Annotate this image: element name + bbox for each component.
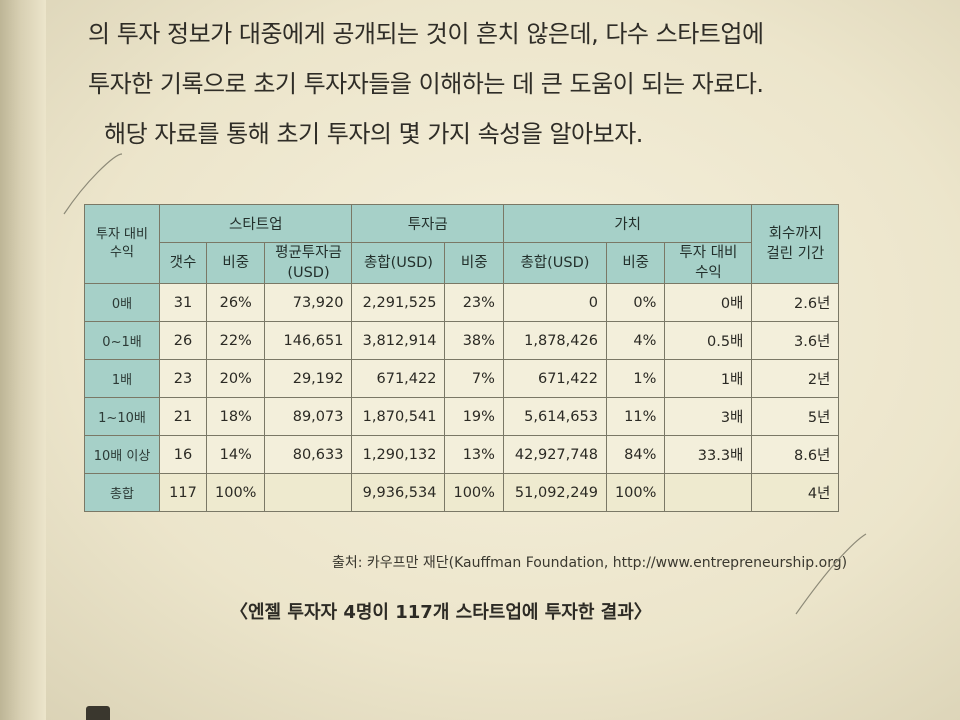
group-recovery-period: 회수까지 걸린 기간 — [751, 204, 840, 284]
cell-share: 100% — [205, 473, 266, 512]
table-row: 0~1배 26 22% 146,651 3,812,914 38% 1,878,… — [84, 321, 840, 360]
cell-inv-share: 23% — [444, 283, 504, 322]
cell-count: 16 — [159, 435, 207, 474]
subheader-count: 갯수 — [159, 242, 207, 284]
cell-count: 31 — [159, 283, 207, 322]
row-label: 1~10배 — [84, 397, 160, 436]
book-gutter-shadow — [0, 0, 46, 720]
table-caption: 〈엔젤 투자자 4명이 117개 스타트업에 투자한 결과〉 — [230, 602, 652, 623]
cell-inv-share: 7% — [444, 359, 504, 398]
cell-inv-total: 3,812,914 — [351, 321, 446, 360]
row-label: 10배 이상 — [84, 435, 160, 474]
subheader-share-investment: 비중 — [444, 242, 504, 284]
cell-period: 4년 — [751, 473, 840, 512]
cell-inv-total: 1,290,132 — [351, 435, 446, 474]
cell-val-share: 84% — [605, 435, 666, 474]
cell-avg: 146,651 — [264, 321, 353, 360]
group-header-row: 투자 대비 수익 스타트업 투자금 가치 회수까지 걸린 기간 — [84, 204, 840, 284]
cell-avg: 29,192 — [264, 359, 353, 398]
cell-count: 26 — [159, 321, 207, 360]
cell-val-share: 11% — [605, 397, 666, 436]
cell-inv-total: 671,422 — [351, 359, 446, 398]
row-label: 총합 — [84, 473, 160, 512]
cell-period: 8.6년 — [751, 435, 840, 474]
cell-return: 3배 — [664, 397, 753, 436]
cell-avg: 89,073 — [264, 397, 353, 436]
cell-val-total: 5,614,653 — [502, 397, 607, 436]
cell-inv-total: 1,870,541 — [351, 397, 446, 436]
group-startup: 스타트업 — [158, 204, 353, 243]
cell-count: 117 — [159, 473, 207, 512]
group-investment: 투자금 — [351, 204, 504, 243]
decorative-pen-stroke — [63, 153, 123, 215]
cropped-text-fragment — [86, 706, 110, 720]
cell-inv-total: 2,291,525 — [351, 283, 446, 322]
cell-return: 0.5배 — [664, 321, 753, 360]
investment-results-table: 투자 대비 수익 스타트업 투자금 가치 회수까지 걸린 기간 갯수 비중 평균… — [84, 204, 840, 512]
subheader-share-value: 비중 — [605, 242, 666, 284]
cell-count: 23 — [159, 359, 207, 398]
paragraph-line-3: 해당 자료를 통해 초기 투자의 몇 가지 속성을 알아보자. — [104, 120, 643, 148]
subheader-share-startup: 비중 — [205, 242, 266, 284]
cell-share: 18% — [205, 397, 266, 436]
cell-val-total: 42,927,748 — [502, 435, 607, 474]
subheader-row: 갯수 비중 평균투자금(USD) 총합(USD) 비중 총합(USD) 비중 투… — [85, 242, 839, 284]
cell-val-share: 1% — [605, 359, 666, 398]
subheader-return: 투자 대비 수익 — [664, 242, 753, 284]
group-value: 가치 — [502, 204, 753, 243]
subheader-avg-investment: 평균투자금(USD) — [264, 242, 353, 284]
cell-inv-share: 38% — [444, 321, 504, 360]
cell-return: 1배 — [664, 359, 753, 398]
row-label: 1배 — [84, 359, 160, 398]
cell-share: 22% — [205, 321, 266, 360]
table-row: 10배 이상 16 14% 80,633 1,290,132 13% 42,92… — [84, 435, 840, 474]
cell-period: 2년 — [751, 359, 840, 398]
cell-avg — [264, 473, 353, 512]
cell-return — [664, 473, 753, 512]
cell-inv-share: 100% — [444, 473, 504, 512]
cell-inv-share: 19% — [444, 397, 504, 436]
cell-share: 26% — [205, 283, 266, 322]
cell-val-share: 0% — [605, 283, 666, 322]
paragraph-line-2: 투자한 기록으로 초기 투자자들을 이해하는 데 큰 도움이 되는 자료다. — [88, 70, 764, 98]
subheader-investment-total: 총합(USD) — [351, 242, 446, 284]
paragraph-line-1: 의 투자 정보가 대중에게 공개되는 것이 흔치 않은데, 다수 스타트업에 — [88, 20, 764, 48]
cell-period: 2.6년 — [751, 283, 840, 322]
row-label: 0배 — [84, 283, 160, 322]
cell-inv-share: 13% — [444, 435, 504, 474]
subheader-value-total: 총합(USD) — [502, 242, 607, 284]
cell-share: 20% — [205, 359, 266, 398]
table-row: 1~10배 21 18% 89,073 1,870,541 19% 5,614,… — [84, 397, 840, 436]
cell-avg: 73,920 — [264, 283, 353, 322]
table-row: 0배 31 26% 73,920 2,291,525 23% 0 0% 0배 2… — [84, 283, 840, 322]
cell-val-total: 1,878,426 — [502, 321, 607, 360]
cell-val-total: 0 — [502, 283, 607, 322]
cell-val-total: 51,092,249 — [502, 473, 607, 512]
cell-val-share: 100% — [605, 473, 666, 512]
cell-inv-total: 9,936,534 — [351, 473, 446, 512]
row-label: 0~1배 — [84, 321, 160, 360]
cell-period: 3.6년 — [751, 321, 840, 360]
cell-avg: 80,633 — [264, 435, 353, 474]
table-row-total: 총합 117 100% 9,936,534 100% 51,092,249 10… — [84, 473, 840, 512]
decorative-pen-stroke — [795, 533, 867, 615]
cell-period: 5년 — [751, 397, 840, 436]
cell-share: 14% — [205, 435, 266, 474]
row-header-return: 투자 대비 수익 — [84, 204, 160, 284]
cell-return: 33.3배 — [664, 435, 753, 474]
cell-return: 0배 — [664, 283, 753, 322]
cell-val-total: 671,422 — [502, 359, 607, 398]
source-citation: 출처: 카우프만 재단(Kauffman Foundation, http://… — [332, 555, 848, 571]
cell-count: 21 — [159, 397, 207, 436]
table-row: 1배 23 20% 29,192 671,422 7% 671,422 1% 1… — [84, 359, 840, 398]
cell-val-share: 4% — [605, 321, 666, 360]
